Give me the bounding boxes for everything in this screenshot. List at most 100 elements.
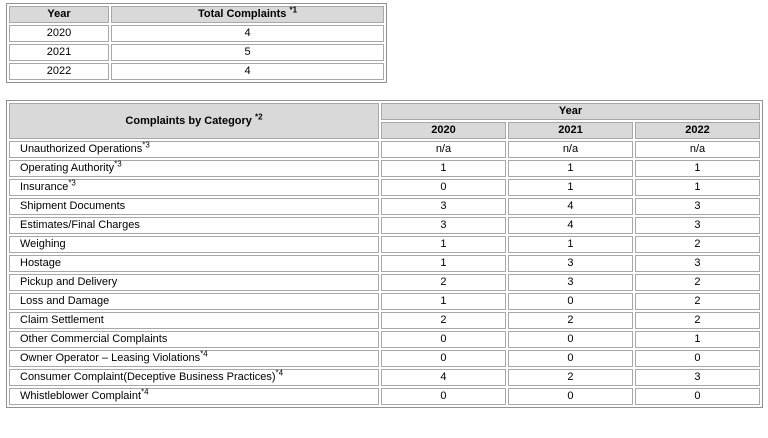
value-cell-2021: 4 (507, 198, 633, 215)
category-name: Operating Authority (20, 162, 115, 174)
category-table-body: Unauthorized Operations*3 n/a n/a n/a Operat… (9, 141, 760, 405)
table-header-row: Year Total Complaints *1 (9, 6, 384, 23)
value-cell-2021: 0 (507, 331, 633, 348)
value-cell-2021: 0 (507, 388, 633, 405)
value-cell-2022: 1 (634, 160, 760, 177)
total-cell: 4 (111, 63, 384, 80)
value-cell-2021: 3 (507, 255, 633, 272)
category-name-cell: Whistleblower Complaint*4 (9, 388, 379, 405)
value-cell-2020: n/a (380, 141, 506, 158)
table-row: 2021 5 (9, 44, 384, 61)
category-name: Claim Settlement (20, 314, 104, 326)
value-cell-2020: 2 (380, 274, 506, 291)
footnote-marker: *3 (68, 178, 76, 188)
year-cell: 2021 (9, 44, 109, 61)
table-row: 2020 4 (9, 25, 384, 42)
category-name-cell: Hostage (9, 255, 379, 272)
value-cell-2022: 0 (634, 388, 760, 405)
table-row: Hostage 1 3 3 (9, 255, 760, 272)
category-name-cell: Owner Operator – Leasing Violations*4 (9, 350, 379, 367)
table-row: Pickup and Delivery 2 3 2 (9, 274, 760, 291)
footnote-marker: *3 (142, 140, 150, 150)
category-name-cell: Operating Authority*3 (9, 160, 379, 177)
value-cell-2020: 3 (380, 198, 506, 215)
category-name-cell: Other Commercial Complaints (9, 331, 379, 348)
footnote-marker: *4 (200, 349, 208, 359)
value-cell-2021: 0 (507, 293, 633, 310)
value-cell-2020: 0 (380, 350, 506, 367)
value-cell-2020: 4 (380, 369, 506, 386)
value-cell-2022: 3 (634, 369, 760, 386)
value-cell-2021: 0 (507, 350, 633, 367)
table-row: Insurance*3 0 1 1 (9, 179, 760, 196)
total-complaints-table: Year Total Complaints *1 2020 4 2021 5 2… (6, 3, 387, 83)
category-name: Hostage (20, 257, 61, 269)
category-name: Weighing (20, 238, 66, 250)
footnote-marker: *3 (114, 159, 122, 169)
table-row: Shipment Documents 3 4 3 (9, 198, 760, 215)
value-cell-2020: 2 (380, 312, 506, 329)
category-name-cell: Consumer Complaint(Deceptive Business Pr… (9, 369, 379, 386)
category-name-cell: Loss and Damage (9, 293, 379, 310)
value-cell-2021: n/a (507, 141, 633, 158)
table-header-row: 2020 2021 2022 (9, 122, 760, 139)
total-cell: 5 (111, 44, 384, 61)
category-name-cell: Shipment Documents (9, 198, 379, 215)
category-name-cell: Estimates/Final Charges (9, 217, 379, 234)
value-cell-2022: 1 (634, 179, 760, 196)
value-cell-2022: 3 (634, 255, 760, 272)
value-cell-2021: 4 (507, 217, 633, 234)
value-cell-2021: 1 (507, 236, 633, 253)
category-name: Loss and Damage (20, 295, 110, 307)
footnote-marker: *1 (289, 5, 298, 15)
table-row: Weighing 1 1 2 (9, 236, 760, 253)
table-row: Operating Authority*3 1 1 1 (9, 160, 760, 177)
footnote-marker: *2 (255, 111, 263, 121)
category-name: Whistleblower Complaint (20, 390, 142, 402)
value-cell-2022: 3 (634, 217, 760, 234)
value-cell-2020: 1 (380, 255, 506, 272)
value-cell-2020: 1 (380, 160, 506, 177)
table-row: Estimates/Final Charges 3 4 3 (9, 217, 760, 234)
value-cell-2022: 2 (634, 236, 760, 253)
value-cell-2021: 1 (507, 179, 633, 196)
value-cell-2020: 0 (380, 179, 506, 196)
category-column-header: Complaints by Category *2 (9, 103, 379, 139)
category-name: Consumer Complaint(Deceptive Business Pr… (20, 371, 276, 383)
footnote-marker: *4 (275, 368, 284, 378)
year-group-header: Year (380, 103, 760, 120)
category-name: Unauthorized Operations (20, 143, 143, 155)
value-cell-2022: 1 (634, 331, 760, 348)
value-cell-2020: 1 (380, 236, 506, 253)
value-cell-2022: 2 (634, 312, 760, 329)
value-cell-2022: 0 (634, 350, 760, 367)
value-cell-2020: 0 (380, 388, 506, 405)
table-row: Unauthorized Operations*3 n/a n/a n/a (9, 141, 760, 158)
category-name-cell: Insurance*3 (9, 179, 379, 196)
value-cell-2022: 3 (634, 198, 760, 215)
year-cell: 2020 (9, 25, 109, 42)
total-cell: 4 (111, 25, 384, 42)
footnote-marker: *4 (141, 387, 149, 397)
value-cell-2020: 3 (380, 217, 506, 234)
category-header-label: Complaints by Category (125, 114, 252, 127)
value-cell-2022: 2 (634, 293, 760, 310)
value-cell-2021: 2 (507, 369, 633, 386)
total-complaints-label: Total Complaints (197, 8, 287, 20)
category-name-cell: Claim Settlement (9, 312, 379, 329)
value-cell-2022: n/a (634, 141, 760, 158)
table-row: Whistleblower Complaint*4 0 0 0 (9, 388, 760, 405)
value-cell-2022: 2 (634, 274, 760, 291)
year-column-header: 2022 (634, 122, 760, 139)
category-name: Shipment Documents (20, 200, 126, 212)
category-name: Insurance (20, 181, 69, 193)
year-cell: 2022 (9, 63, 109, 80)
value-cell-2021: 2 (507, 312, 633, 329)
year-column-header: Year (9, 6, 109, 23)
table-header-row: Complaints by Category *2 Year (9, 103, 760, 139)
value-cell-2021: 1 (507, 160, 633, 177)
value-cell-2020: 0 (380, 331, 506, 348)
category-name: Owner Operator – Leasing Violations (20, 352, 201, 364)
category-name-cell: Pickup and Delivery (9, 274, 379, 291)
complaints-by-category-table: Complaints by Category *2 Year 2020 2021… (6, 100, 763, 408)
